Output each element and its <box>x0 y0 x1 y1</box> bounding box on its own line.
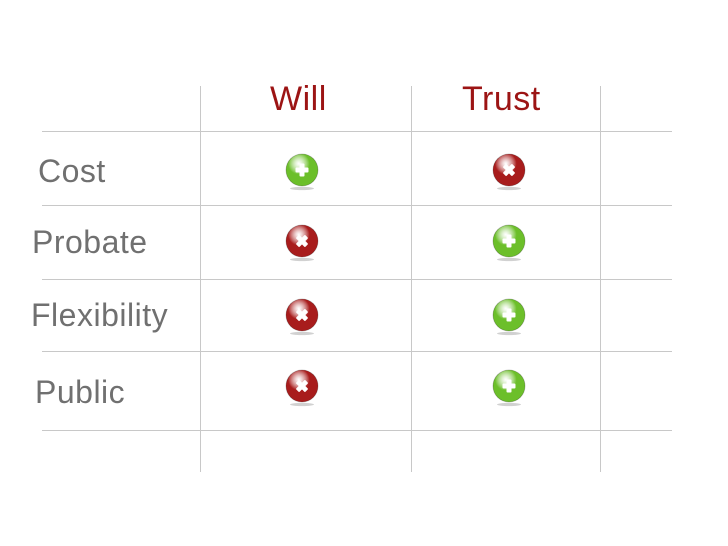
plus-circle-icon <box>285 153 319 191</box>
column-header-will: Will <box>270 80 327 118</box>
grid-line-vertical <box>200 86 201 472</box>
column-header-trust: Trust <box>462 80 541 118</box>
grid-line-vertical <box>411 86 412 472</box>
row-label-probate: Probate <box>32 224 148 260</box>
row-label-public: Public <box>35 374 126 410</box>
plus-circle-icon <box>492 298 526 336</box>
grid-line-vertical <box>600 86 601 472</box>
row-label-flexibility: Flexibility <box>31 297 169 333</box>
grid-line-horizontal <box>42 351 672 352</box>
row-label-cost: Cost <box>38 153 106 189</box>
cross-circle-icon <box>285 298 319 336</box>
grid-line-horizontal <box>42 131 672 132</box>
plus-circle-icon <box>492 369 526 407</box>
grid-line-horizontal <box>42 430 672 431</box>
plus-circle-icon <box>492 224 526 262</box>
cross-circle-icon <box>492 153 526 191</box>
grid-line-horizontal <box>42 279 672 280</box>
cross-circle-icon <box>285 224 319 262</box>
grid-line-horizontal <box>42 205 672 206</box>
cross-circle-icon <box>285 369 319 407</box>
